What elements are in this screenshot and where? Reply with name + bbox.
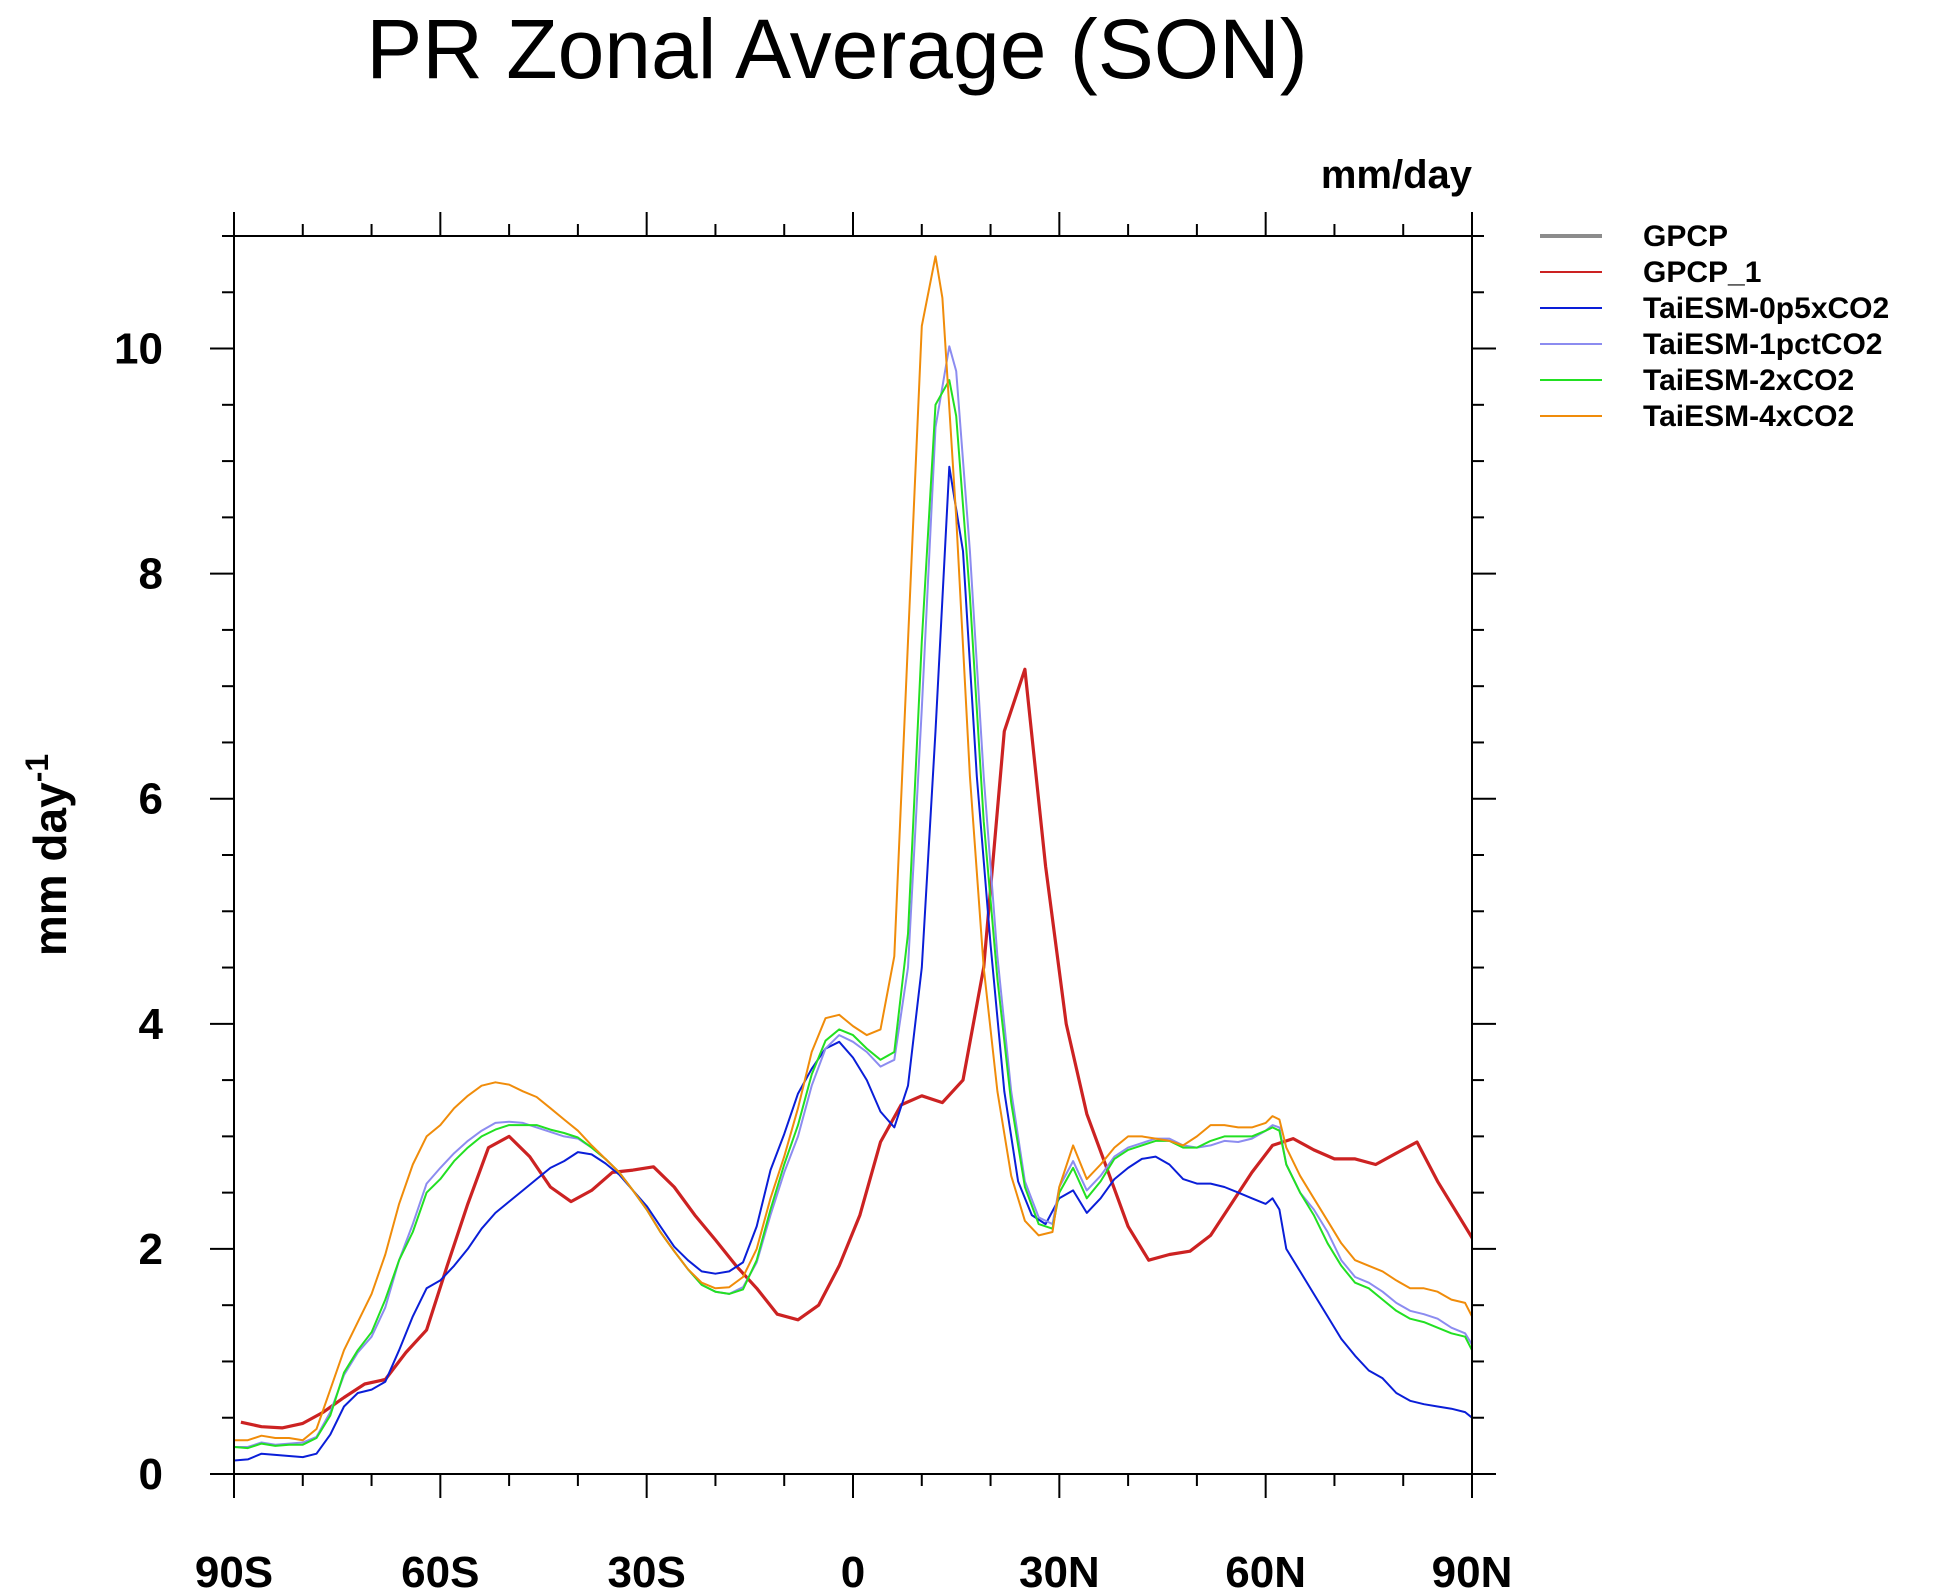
series-line-taiesm-2xco2 <box>234 379 1472 1450</box>
x-tick-label: 60N <box>1225 1548 1306 1596</box>
y-tick-label: 10 <box>114 325 163 374</box>
legend-label: GPCP_1 <box>1643 256 1761 289</box>
y-axis-label-text: mm day <box>24 782 76 956</box>
y-axis-label: mm day-1 <box>19 754 76 956</box>
x-tick-label: 90N <box>1432 1548 1513 1596</box>
x-tick-label: 30S <box>608 1548 686 1596</box>
x-tick-label: 90S <box>195 1548 273 1596</box>
x-tick-label: 0 <box>841 1548 865 1596</box>
y-tick-label: 6 <box>139 775 163 824</box>
plot-frame <box>233 235 1473 1475</box>
series-line-taiesm-0p5xco2 <box>234 465 1472 1462</box>
series-layer <box>234 255 1472 1462</box>
x-axis: 90S 60S 30S 0 30N 60N 90N <box>195 212 1513 1596</box>
y-axis: 0 2 4 6 8 10 <box>114 235 1496 1499</box>
chart-title: PR Zonal Average (SON) <box>366 2 1308 96</box>
x-tick-label: 60S <box>401 1548 479 1596</box>
y-tick-label: 0 <box>139 1450 163 1499</box>
legend-label: TaiESM-2xCO2 <box>1643 364 1854 397</box>
y-tick-label: 2 <box>139 1225 163 1274</box>
x-tick-label: 30N <box>1019 1548 1100 1596</box>
series-line-taiesm-4xco2 <box>234 255 1472 1442</box>
y-tick-label: 4 <box>139 1000 164 1049</box>
series-line-gpcp-1 <box>240 667 1472 1430</box>
y-tick-label: 8 <box>139 550 163 599</box>
legend: GPCPGPCP_1TaiESM-0p5xCO2TaiESM-1pctCO2Ta… <box>1540 220 1889 433</box>
units-label: mm/day <box>1321 153 1473 197</box>
legend-label: TaiESM-4xCO2 <box>1643 400 1854 433</box>
legend-label: TaiESM-0p5xCO2 <box>1643 292 1889 325</box>
series-line-taiesm-1pctco2 <box>234 345 1472 1448</box>
legend-label: TaiESM-1pctCO2 <box>1643 328 1883 361</box>
y-axis-label-superscript: -1 <box>19 754 55 782</box>
legend-label: GPCP <box>1643 220 1728 253</box>
